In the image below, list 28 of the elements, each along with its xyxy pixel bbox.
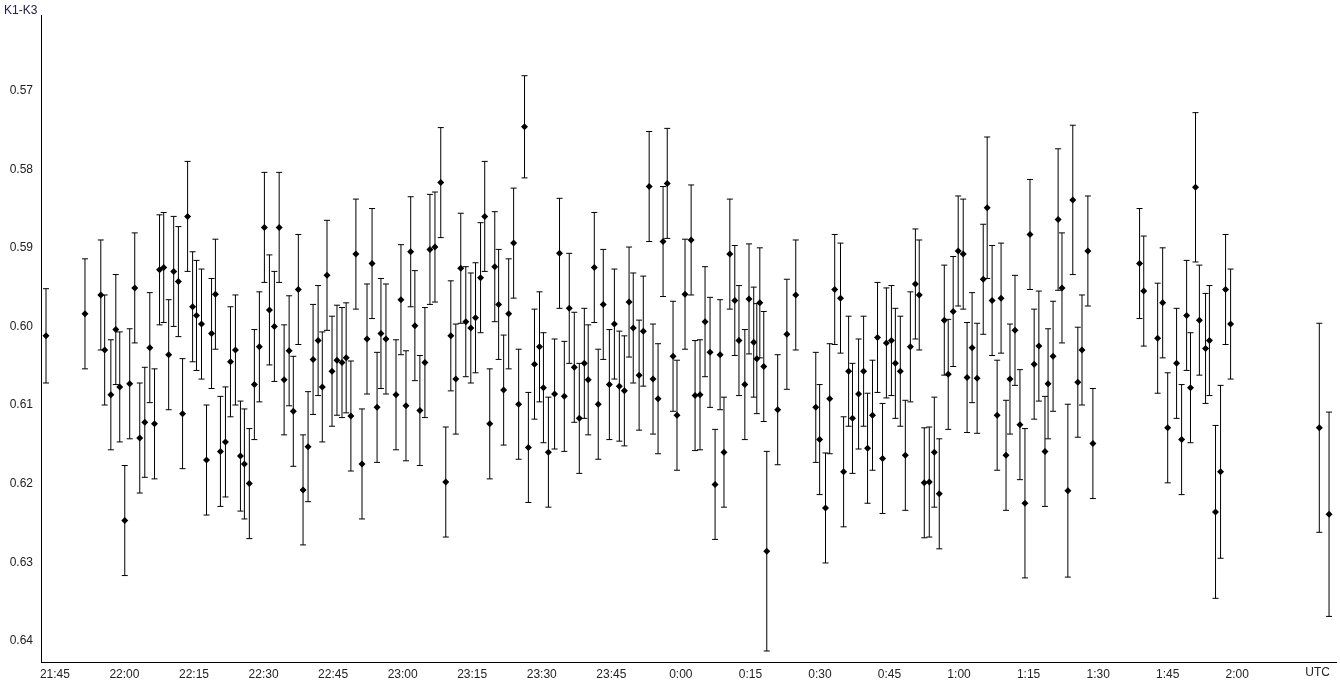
x-tick-label: 2:00 [1225, 666, 1250, 681]
x-tick-label: 23:45 [596, 666, 627, 681]
x-tick-label: 23:30 [526, 666, 558, 681]
x-tick-label: 22:45 [318, 666, 349, 681]
y-tick-label: 0.63 [9, 554, 34, 569]
x-tick-label: 22:15 [178, 666, 210, 681]
x-tick-label: 23:00 [387, 666, 418, 681]
y-tick-label: 0.64 [9, 633, 34, 648]
y-tick-label: 0.58 [9, 161, 34, 176]
x-tick-label: 0:15 [738, 666, 763, 681]
y-tick-label: 0.59 [9, 240, 34, 255]
x-axis-title: UTC [1305, 665, 1331, 680]
y-tick-label: 0.60 [9, 318, 34, 333]
y-axis-title: K1-K3 [4, 3, 38, 18]
y-tick-label: 0.61 [9, 397, 34, 412]
x-tick-label: 21:45 [39, 666, 71, 681]
x-tick-label: 1:30 [1086, 666, 1111, 681]
y-tick-label: 0.62 [9, 475, 34, 490]
x-tick-label: 23:15 [457, 666, 488, 681]
x-tick-label: 0:30 [808, 666, 832, 681]
x-tick-label: 0:00 [669, 666, 693, 681]
x-tick-label: 22:30 [248, 666, 279, 681]
y-tick-label: 0.57 [9, 82, 34, 97]
x-tick-label: 1:15 [1016, 666, 1041, 681]
x-tick-label: 1:45 [1156, 666, 1180, 681]
x-tick-label: 1:00 [947, 666, 972, 681]
x-tick-label: 22:00 [109, 666, 140, 681]
x-tick-label: 0:45 [877, 666, 902, 681]
